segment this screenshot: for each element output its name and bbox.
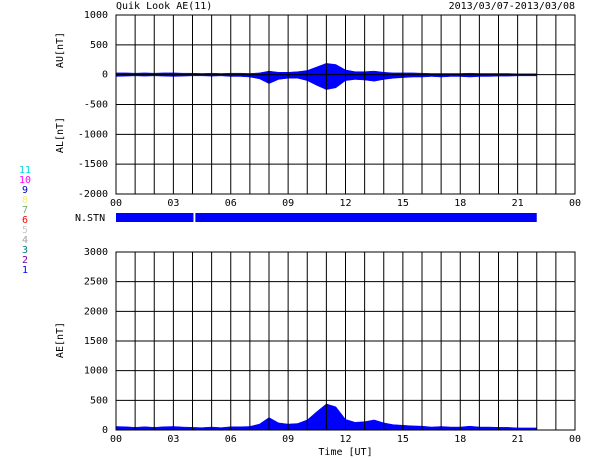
x-tick-label: 00 (110, 198, 122, 209)
legend-label: 2 (22, 255, 28, 266)
x-tick-label: 18 (454, 198, 466, 209)
legend-label: 4 (22, 235, 28, 246)
x-tick-label: 09 (282, 434, 294, 445)
x-tick-label: 12 (339, 198, 351, 209)
chart-subtitle: 2013/03/07-2013/03/08 (449, 1, 575, 12)
legend-label: 1 (22, 265, 28, 276)
y-tick-label: 0 (102, 425, 108, 436)
legend-label: 5 (22, 225, 28, 236)
y-tick-label: -2000 (78, 189, 108, 200)
legend-label: 3 (22, 245, 28, 256)
x-tick-label: 03 (167, 434, 179, 445)
y-tick-label: 1000 (84, 366, 108, 377)
y-tick-label: -1000 (78, 129, 108, 140)
legend-label: 10 (19, 175, 31, 186)
station-bar (195, 213, 537, 222)
y-axis-label: AE[nT] (55, 322, 66, 358)
y-tick-label: 500 (90, 40, 108, 51)
x-tick-label: 06 (225, 434, 237, 445)
station-bar-label: N.STN (75, 213, 105, 224)
y-axis-label: AU[nT] (55, 32, 66, 68)
station-bar (116, 213, 194, 222)
y-tick-label: 2000 (84, 306, 108, 317)
x-tick-label: 09 (282, 198, 294, 209)
legend-label: 8 (22, 195, 28, 206)
plot-frame (115, 251, 576, 431)
x-tick-label: 18 (454, 434, 466, 445)
x-tick-label: 21 (512, 198, 524, 209)
x-tick-label: 00 (569, 198, 581, 209)
x-tick-label: 00 (110, 434, 122, 445)
y-tick-label: 2500 (84, 277, 108, 288)
x-tick-label: 15 (397, 198, 409, 209)
y-axis-label: AL[nT] (55, 117, 66, 153)
y-tick-label: 1000 (84, 10, 108, 21)
legend-label: 11 (19, 165, 31, 176)
y-tick-label: 3000 (84, 247, 108, 258)
legend-label: 9 (22, 185, 28, 196)
legend-label: 7 (22, 205, 28, 216)
x-tick-label: 06 (225, 198, 237, 209)
plot-frame (115, 14, 576, 195)
y-tick-label: 500 (90, 395, 108, 406)
x-tick-label: 00 (569, 434, 581, 445)
x-tick-label: 15 (397, 434, 409, 445)
legend-label: 6 (22, 215, 28, 226)
chart-title: Quik Look AE(11) (116, 1, 212, 12)
x-axis-label: Time [UT] (318, 447, 372, 458)
x-tick-label: 03 (167, 198, 179, 209)
y-tick-label: -500 (84, 100, 108, 111)
x-tick-label: 12 (339, 434, 351, 445)
y-tick-label: -1500 (78, 159, 108, 170)
y-tick-label: 0 (102, 70, 108, 81)
x-tick-label: 21 (512, 434, 524, 445)
y-tick-label: 1500 (84, 336, 108, 347)
